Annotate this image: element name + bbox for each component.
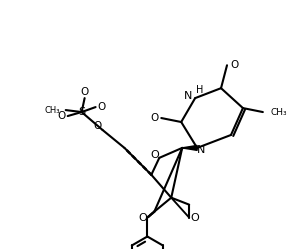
Text: O: O — [191, 212, 200, 222]
Text: O: O — [58, 111, 66, 121]
Text: N: N — [184, 91, 192, 101]
Text: CH₃: CH₃ — [271, 108, 288, 116]
Text: H: H — [196, 85, 204, 95]
Text: N: N — [197, 145, 205, 155]
Text: O: O — [93, 121, 102, 131]
Text: O: O — [138, 212, 147, 222]
Text: O: O — [231, 60, 239, 70]
Text: O: O — [150, 150, 159, 160]
Text: O: O — [97, 102, 106, 112]
Text: O: O — [150, 113, 159, 123]
Polygon shape — [182, 146, 197, 150]
Text: S: S — [78, 107, 85, 117]
Text: CH₃: CH₃ — [44, 106, 60, 114]
Text: O: O — [81, 87, 89, 97]
